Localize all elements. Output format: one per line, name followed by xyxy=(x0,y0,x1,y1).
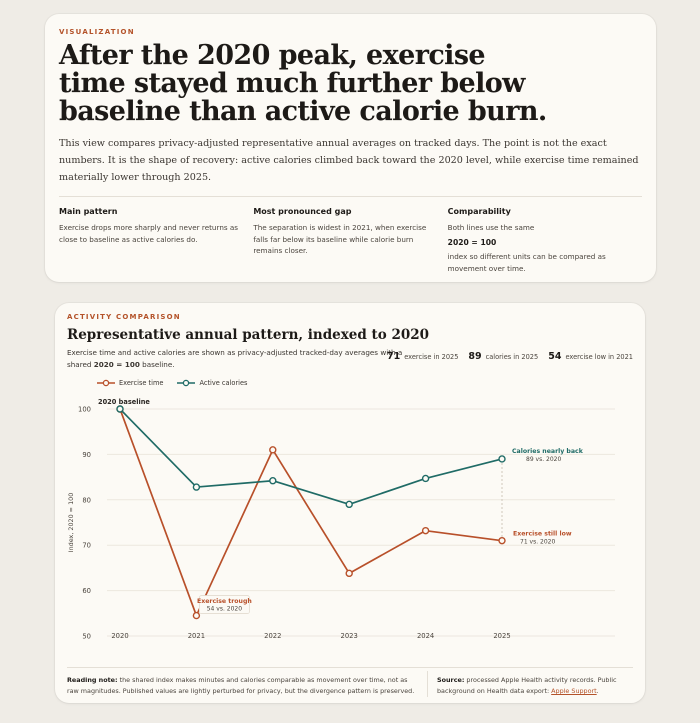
y-tick-label: 90 xyxy=(82,451,91,459)
divider xyxy=(59,196,642,197)
y-tick-label: 50 xyxy=(82,633,91,641)
stat-value: 71 xyxy=(386,351,401,362)
footer-divider xyxy=(67,667,633,668)
chart-legend: Exercise time Active calories xyxy=(97,379,248,387)
stat-calories-2025: 89 calories in 2025 xyxy=(468,351,538,362)
gap-column: Most pronounced gap The separation is wi… xyxy=(253,207,447,274)
y-tick-label: 60 xyxy=(82,587,91,595)
calories-point xyxy=(116,405,124,413)
exercise-end-value: 71 vs. 2020 xyxy=(520,539,555,546)
calories-point xyxy=(498,455,506,463)
y-tick-label: 100 xyxy=(78,406,91,414)
calories-end-value: 89 vs. 2020 xyxy=(526,456,561,463)
stats-row: 71 exercise in 2025 89 calories in 2025 54… xyxy=(387,351,633,362)
exercise-point xyxy=(498,536,506,545)
exercise-point xyxy=(345,569,353,578)
y-axis-label: Index, 2020 = 100 xyxy=(67,493,75,553)
stat-label: exercise in 2025 xyxy=(404,353,459,361)
legend-item-calories: Active calories xyxy=(177,379,248,387)
source-label: Source: xyxy=(437,676,465,684)
exercise-end-title: Exercise still low xyxy=(513,531,572,538)
trough-callout-title: Exercise trough xyxy=(197,598,252,605)
calories-point xyxy=(421,474,430,483)
legend-swatch-exercise xyxy=(97,379,115,387)
x-tick-label: 2025 xyxy=(493,632,510,640)
column-heading: Main pattern xyxy=(59,207,118,216)
stat-exercise-2025: 71 exercise in 2025 xyxy=(387,351,458,362)
legend-label: Exercise time xyxy=(119,379,164,387)
exercise-point xyxy=(421,526,430,535)
chart-subtitle: Exercise time and active calories are sh… xyxy=(67,347,412,370)
summary-card: VISUALIZATION After the 2020 peak, exerc… xyxy=(45,14,656,282)
chart-title: Representative annual pattern, indexed t… xyxy=(67,327,430,343)
x-tick-label: 2024 xyxy=(417,632,434,640)
legend-label: Active calories xyxy=(199,379,248,387)
y-tick-label: 70 xyxy=(82,542,91,550)
x-tick-label: 2022 xyxy=(264,632,281,640)
column-heading: Most pronounced gap xyxy=(253,207,352,216)
line-chart: 50 60 70 80 90 100 2020 2021 2022 2023 2024 2025 Ind… xyxy=(67,398,615,641)
x-tick-label: 2023 xyxy=(341,632,358,640)
column-text-pre: Both lines use the same xyxy=(447,223,535,232)
exercise-point xyxy=(192,611,201,620)
subtitle-post: baseline. xyxy=(142,359,175,369)
comparability-column: Comparability Both lines use the same 20… xyxy=(448,207,642,274)
column-heading: Comparability xyxy=(447,207,511,216)
source-text: processed Apple Health activity records.… xyxy=(437,676,617,695)
stat-value: 89 xyxy=(468,351,482,362)
column-text-post: index so different units can be compared… xyxy=(447,252,606,273)
eyebrow-label: ACTIVITY COMPARISON xyxy=(67,313,181,321)
stat-label: calories in 2025 xyxy=(485,353,539,361)
calories-point xyxy=(345,500,353,509)
column-text: Exercise drops more sharply and never re… xyxy=(59,223,239,244)
chart-card: ACTIVITY COMPARISON Representative annua… xyxy=(55,303,645,703)
column-text: The separation is widest in 2021, when e… xyxy=(253,223,427,255)
calories-point xyxy=(269,477,277,485)
reading-note: Reading note: the shared index makes min… xyxy=(67,675,417,697)
intro-paragraph: This view compares privacy-adjusted repr… xyxy=(59,138,639,183)
y-tick-label: 80 xyxy=(82,496,91,504)
calories-point xyxy=(192,483,201,491)
subtitle-bold: 2020 = 100 xyxy=(93,359,140,369)
baseline-label: 2020 baseline xyxy=(98,398,150,406)
footer-column-divider xyxy=(427,671,428,697)
source-note: Source: processed Apple Health activity … xyxy=(437,676,617,695)
reading-note-text: the shared index makes minutes and calor… xyxy=(67,676,415,695)
page-headline: After the 2020 peak, exercise time staye… xyxy=(59,40,547,127)
exercise-point xyxy=(269,446,277,454)
summary-columns: Main pattern Exercise drops more sharply… xyxy=(59,207,642,274)
apple-support-link[interactable]: Apple Support xyxy=(551,687,597,695)
x-tick-label: 2020 xyxy=(111,632,128,640)
x-tick-label: 2021 xyxy=(188,632,205,640)
legend-swatch-calories xyxy=(177,379,196,387)
trough-callout-value: 54 vs. 2020 xyxy=(207,606,242,613)
column-text: Both lines use the same 2020 = 100 index… xyxy=(448,222,630,274)
calories-end-title: Calories nearly back xyxy=(512,448,584,455)
trough-callout-box xyxy=(198,595,250,614)
subtitle-pre: Exercise time and active calories are sh… xyxy=(67,348,403,369)
exercise-line xyxy=(119,408,503,617)
stat-exercise-low: 54 exercise low in 2021 xyxy=(548,351,633,362)
calories-line xyxy=(119,408,503,506)
legend-item-exercise: Exercise time xyxy=(97,379,163,387)
stat-label: exercise low in 2021 xyxy=(565,353,633,361)
eyebrow-label: VISUALIZATION xyxy=(59,28,135,36)
column-text-bold: 2020 = 100 xyxy=(447,237,497,247)
reading-note-label: Reading note: xyxy=(67,676,118,684)
stat-value: 54 xyxy=(548,351,562,362)
main-pattern-column: Main pattern Exercise drops more sharply… xyxy=(59,207,253,274)
